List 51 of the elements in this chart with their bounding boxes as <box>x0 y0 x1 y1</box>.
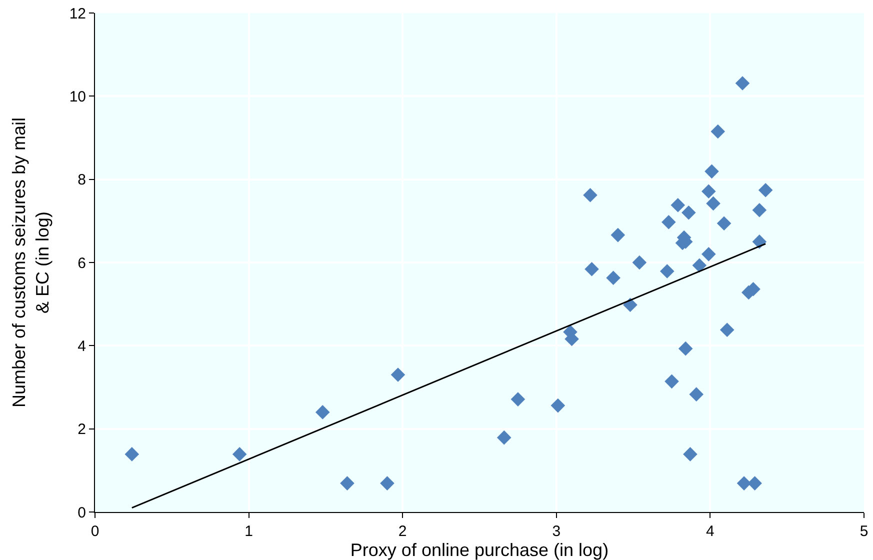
y-tick-label: 8 <box>78 172 86 189</box>
x-tick-label: 4 <box>706 523 714 540</box>
x-tick-label: 5 <box>860 523 868 540</box>
point <box>610 228 626 242</box>
y-tick-label: 4 <box>78 338 86 355</box>
point <box>748 476 762 490</box>
point <box>710 124 726 139</box>
y-tick-label: 0 <box>78 504 86 522</box>
point <box>510 392 526 406</box>
x-tick-label: 2 <box>398 523 407 540</box>
y-tick-label: 12 <box>69 5 86 22</box>
point <box>736 476 752 490</box>
point <box>584 262 599 276</box>
point <box>758 183 773 198</box>
y-tick-label: 6 <box>78 254 86 272</box>
point <box>735 76 750 90</box>
point <box>752 234 767 249</box>
x-tick-label: 3 <box>552 523 561 540</box>
point <box>670 198 686 212</box>
point <box>689 387 704 402</box>
x-axis-title: Proxy of online purchase (in log) <box>350 540 609 560</box>
point <box>692 258 707 273</box>
y-tick-label: 10 <box>69 88 86 106</box>
x-tick-label: 1 <box>244 523 253 540</box>
point <box>390 368 406 382</box>
y-axis-title: Number of customs seizures by mail & EC (in log) <box>9 117 53 408</box>
point <box>664 374 679 389</box>
point <box>683 447 698 462</box>
point <box>682 205 696 220</box>
point <box>702 247 716 262</box>
point <box>550 398 566 413</box>
point <box>496 430 512 445</box>
point <box>662 215 676 230</box>
point <box>752 202 767 218</box>
point <box>232 447 247 462</box>
point <box>340 476 354 490</box>
point <box>678 341 693 356</box>
point <box>583 188 598 202</box>
point <box>660 264 674 278</box>
point <box>720 322 734 338</box>
point <box>716 216 732 231</box>
x-tick-label: 0 <box>90 523 100 540</box>
point <box>706 196 720 211</box>
point <box>704 164 719 179</box>
point <box>632 255 647 270</box>
point <box>606 270 620 286</box>
y-tick-label: 2 <box>78 421 86 438</box>
point <box>124 447 140 462</box>
point <box>315 405 330 420</box>
point <box>702 184 716 199</box>
point <box>380 476 394 490</box>
